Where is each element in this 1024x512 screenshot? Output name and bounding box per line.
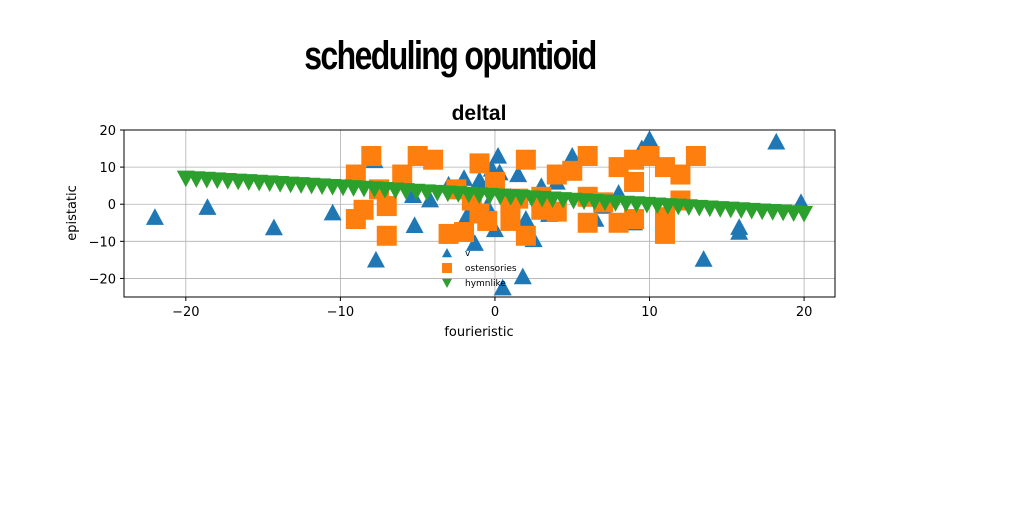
data-point — [477, 210, 498, 231]
y-tick-label: 20 — [99, 124, 116, 139]
data-point — [608, 157, 629, 178]
series-hymnlike — [176, 170, 814, 223]
data-point — [423, 149, 444, 170]
data-point — [264, 218, 283, 236]
data-point — [513, 267, 532, 285]
data-point — [654, 207, 675, 228]
figure-title: scheduling opuntioid — [304, 34, 597, 78]
axes-frame — [123, 129, 836, 298]
legend-marker — [442, 263, 452, 273]
x-tick-label: 10 — [641, 305, 658, 320]
data-point — [438, 223, 459, 244]
data-point — [694, 250, 713, 267]
data-point — [562, 160, 583, 181]
data-point — [685, 145, 706, 166]
data-point — [345, 164, 366, 185]
axis-ticks: −20 −10 0 10 20 −20 −10 0 10 20 — [89, 124, 813, 320]
data-point — [654, 157, 675, 178]
data-point — [198, 198, 217, 215]
data-point — [730, 218, 749, 235]
data-point — [624, 171, 645, 192]
data-point — [624, 149, 645, 170]
data-point — [509, 165, 528, 183]
data-point — [454, 222, 475, 243]
chart-title: deltal — [452, 102, 507, 125]
data-point — [407, 145, 428, 166]
y-tick-label: 0 — [108, 198, 116, 213]
data-point — [640, 130, 659, 147]
data-point — [515, 225, 536, 246]
data-point — [500, 210, 521, 231]
data-point — [353, 199, 374, 220]
data-point — [469, 153, 490, 174]
y-axis-label: epistatic — [65, 185, 80, 241]
data-point — [465, 234, 484, 251]
data-point — [639, 145, 660, 166]
data-point — [489, 146, 508, 164]
data-marks — [145, 130, 814, 296]
data-point — [405, 216, 424, 234]
data-point — [145, 208, 164, 225]
x-axis-label: fourieristic — [444, 325, 513, 340]
legend-label: ostensories — [465, 264, 517, 274]
legend-label: v — [465, 249, 471, 259]
data-point — [392, 164, 413, 185]
x-tick-label: −10 — [327, 305, 354, 320]
legend: v ostensories hymnlike — [442, 248, 517, 289]
data-point — [361, 145, 382, 166]
legend-marker — [442, 248, 452, 258]
plot-frame — [123, 129, 836, 298]
x-tick-label: 0 — [491, 305, 499, 320]
legend-marker — [442, 278, 452, 288]
data-point — [421, 190, 440, 208]
data-point — [404, 186, 423, 203]
data-point — [493, 278, 512, 296]
y-tick-label: 10 — [99, 161, 116, 176]
data-point — [654, 223, 675, 244]
data-point — [563, 146, 582, 164]
data-point — [323, 203, 342, 221]
data-point — [515, 149, 536, 170]
y-tick-label: −10 — [89, 235, 116, 250]
data-point — [376, 225, 397, 246]
data-point — [795, 205, 814, 223]
y-tick-label: −20 — [89, 272, 116, 287]
x-tick-label: −20 — [172, 305, 199, 320]
data-point — [767, 132, 786, 150]
data-point — [546, 164, 567, 185]
data-point — [608, 212, 629, 233]
data-point — [577, 212, 598, 233]
data-point — [624, 209, 645, 230]
data-point — [484, 171, 505, 192]
data-point — [516, 210, 535, 227]
data-point — [470, 171, 489, 188]
legend-label: hymnlike — [465, 279, 506, 289]
data-point — [670, 164, 691, 185]
x-tick-label: 20 — [796, 305, 813, 320]
data-point — [376, 196, 397, 217]
data-point — [366, 250, 385, 268]
data-point — [577, 145, 598, 166]
